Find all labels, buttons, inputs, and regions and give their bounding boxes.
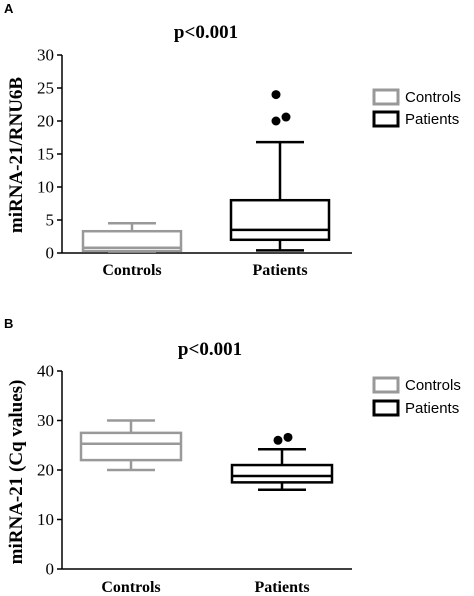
y-tick-label: 5 <box>46 211 55 230</box>
chart-a-category-label: Controls <box>102 262 161 279</box>
y-tick-label: 15 <box>37 145 54 164</box>
panel-a: A p<0.001 miRNA-21/RNU6B 0 5 10 15 20 25 30 Co… <box>4 1 461 279</box>
y-tick-label: 0 <box>46 244 55 263</box>
chart-b-category-label: Controls <box>101 579 160 596</box>
chart-b-title: p<0.001 <box>178 339 242 360</box>
chart-b-y-axis-label: miRNA-21 (Cq values) <box>6 380 27 565</box>
legend-swatch-controls <box>372 88 400 106</box>
legend-label-controls: Controls <box>405 377 461 394</box>
y-tick-label: 20 <box>37 112 54 131</box>
legend-label-patients: Patients <box>405 111 459 128</box>
chart-a-y-axis-label: miRNA-21/RNU6B <box>6 77 27 234</box>
y-tick-label: 40 <box>37 362 54 381</box>
y-tick-label: 10 <box>37 178 54 197</box>
box-plot-patients <box>230 432 334 492</box>
outlier-point <box>281 112 291 122</box>
chart-a-title: p<0.001 <box>174 22 238 43</box>
legend-label-controls: Controls <box>405 89 461 106</box>
chart-a-category-label: Patients <box>252 262 307 279</box>
chart-b-category-label: Patients <box>254 579 309 596</box>
iqr-box <box>81 229 183 253</box>
chart-a-boxes <box>81 90 331 253</box>
y-tick-label: 20 <box>37 461 54 480</box>
chart-a-y-ticks: 0 5 10 15 20 25 30 <box>37 46 62 263</box>
chart-b-y-ticks: 0 10 20 30 40 <box>37 362 62 579</box>
outlier-point <box>273 435 283 445</box>
y-tick-label: 0 <box>46 560 55 579</box>
panel-letter-a: A <box>4 1 14 16</box>
iqr-box <box>230 463 334 484</box>
box-plot-patients <box>229 90 331 252</box>
box-plot-controls <box>81 222 183 253</box>
y-tick-label: 25 <box>37 79 54 98</box>
outlier-point <box>271 90 281 100</box>
iqr-box <box>79 431 183 462</box>
chart-a-legend: Controls Patients <box>372 88 461 128</box>
y-tick-label: 30 <box>37 411 54 430</box>
legend-swatch-patients <box>372 399 400 417</box>
legend-swatch-patients <box>372 110 400 128</box>
chart-b-legend: Controls Patients <box>372 376 461 417</box>
y-tick-label: 10 <box>37 510 54 529</box>
y-tick-label: 30 <box>37 46 54 65</box>
outlier-point <box>283 432 293 442</box>
chart-b-boxes <box>79 419 334 492</box>
panel-letter-b: B <box>4 316 13 331</box>
outlier-point <box>271 116 281 126</box>
legend-swatch-controls <box>372 376 400 394</box>
box-plot-controls <box>79 419 183 472</box>
iqr-box <box>229 198 331 242</box>
legend-label-patients: Patients <box>405 400 459 417</box>
panel-b: B p<0.001 miRNA-21 (Cq values) 0 10 20 30 40… <box>4 316 461 596</box>
